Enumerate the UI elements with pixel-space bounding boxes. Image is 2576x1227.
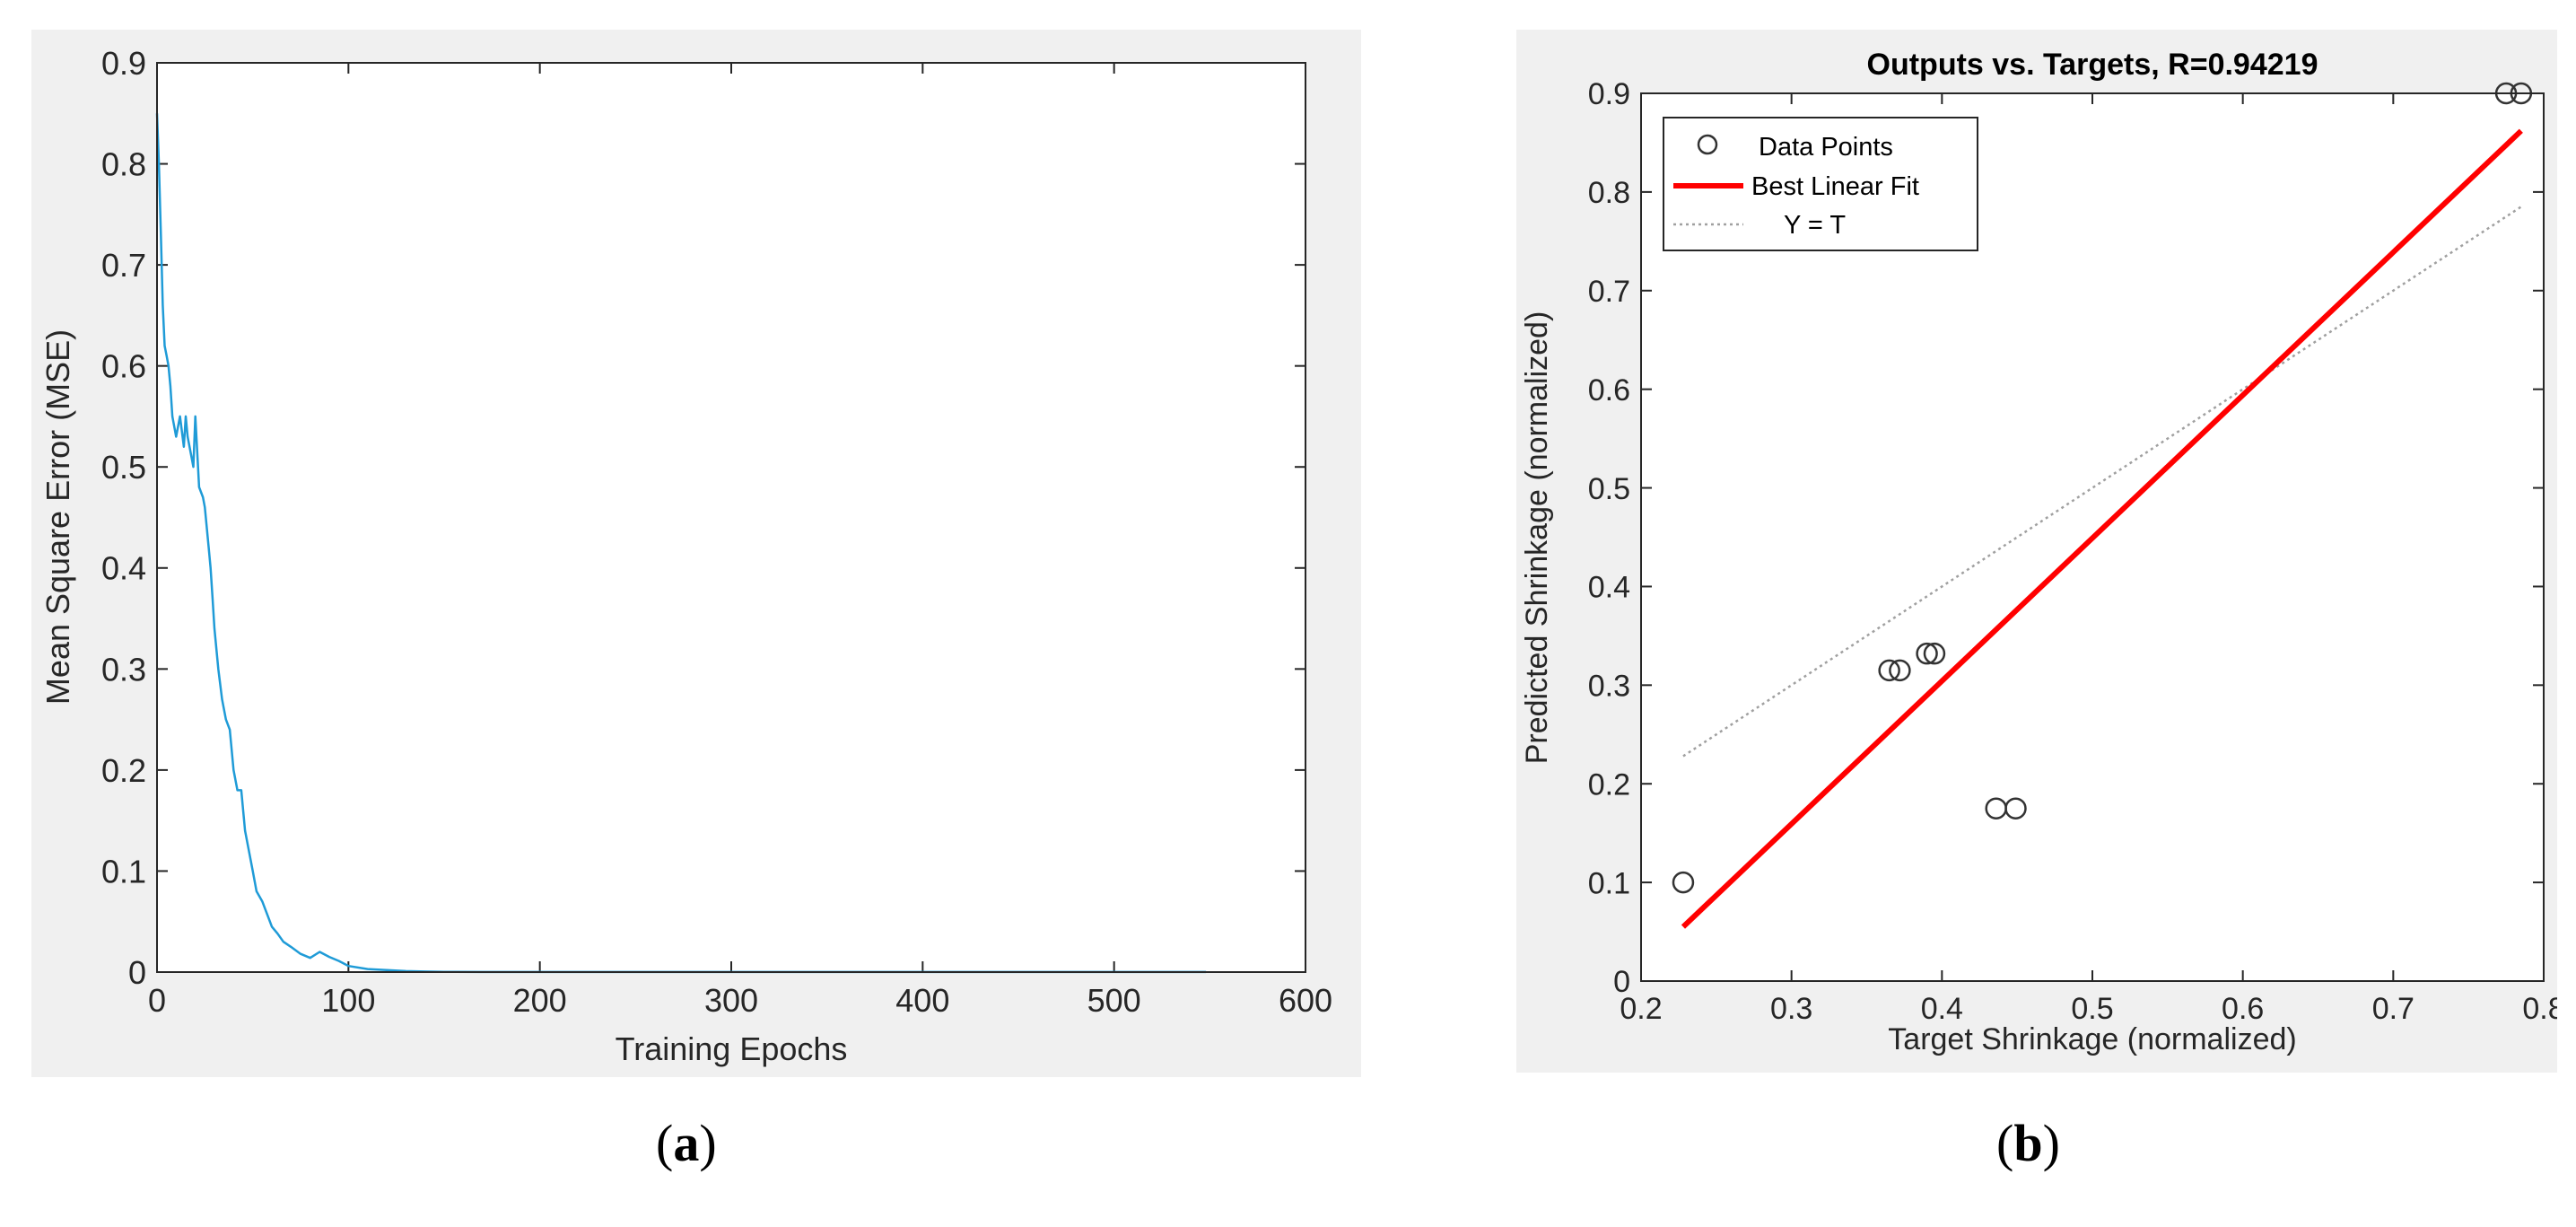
- caption-a-letter: a: [673, 1114, 700, 1172]
- data-point: [1916, 642, 1938, 665]
- mse-x-tick-label: 300: [704, 982, 758, 1019]
- regression-y-tick-label: 0.4: [1588, 571, 1630, 605]
- mse-x-tick-label: 0: [148, 982, 166, 1019]
- mse-chart-panel: 0 100 200 300 400 500 600 0 0.1 0.2 0.3 0.4 0.5 0.6 0.…: [31, 30, 1361, 1077]
- regression-y-tick-label: 0.8: [1588, 176, 1630, 210]
- data-point: [1878, 659, 1900, 682]
- regression-y-tick-label: 0.1: [1588, 866, 1630, 900]
- regression-x-tick-label: 0.4: [1921, 992, 1963, 1026]
- caption-b-letter: b: [2013, 1114, 2043, 1172]
- mse-y-tick-label: 0.2: [101, 752, 146, 789]
- caption-b-close: ): [2042, 1114, 2060, 1172]
- regression-y-tick-label: 0.9: [1588, 77, 1630, 111]
- legend-label-data-points: Data Points: [1759, 133, 1893, 162]
- mse-y-tick-label: 0.6: [101, 348, 146, 385]
- best-fit-line: [1681, 128, 2523, 929]
- mse-y-tick-label: 0: [128, 954, 146, 991]
- mse-y-tick-label: 0.7: [101, 247, 146, 284]
- mse-y-axis-label: Mean Square Error (MSE): [39, 329, 76, 705]
- mse-y-tick-label: 0.8: [101, 146, 146, 183]
- mse-y-tick-label: 0.1: [101, 853, 146, 890]
- regression-title: Outputs vs. Targets, R=0.94219: [1867, 48, 2318, 82]
- regression-y-tick-label: 0: [1613, 965, 1630, 999]
- legend-label-identity: Y = T: [1784, 211, 1846, 240]
- regression-y-tick-label: 0.5: [1588, 472, 1630, 506]
- caption-a: (a): [656, 1113, 717, 1173]
- regression-y-tick-label: 0.2: [1588, 767, 1630, 802]
- regression-y-tick-label: 0.3: [1588, 670, 1630, 704]
- regression-x-tick-label: 0.2: [1620, 992, 1662, 1026]
- data-point: [1672, 871, 1695, 894]
- regression-y-axis-label: Predicted Shrinkage (normalized): [1520, 311, 1554, 765]
- caption-b: (b): [1996, 1113, 2060, 1173]
- mse-y-tick-label: 0.5: [101, 449, 146, 486]
- regression-y-tick-label: 0.6: [1588, 373, 1630, 408]
- mse-y-tick-label: 0.4: [101, 550, 146, 587]
- regression-axes-box: [1640, 92, 2545, 982]
- mse-axes-box: [156, 62, 1306, 973]
- regression-chart-panel: 0.2 0.3 0.4 0.5 0.6 0.7 0.8 0 0.1 0.2 0.3 0.4 0.5 0.6…: [1516, 30, 2557, 1073]
- legend-marker-data-points: [1697, 134, 1718, 155]
- caption-b-open: (: [1996, 1114, 2014, 1172]
- regression-x-tick-label: 0.8: [2522, 992, 2557, 1026]
- legend-label-best-fit: Best Linear Fit: [1751, 172, 1919, 201]
- mse-y-tick-label: 0.9: [101, 45, 146, 82]
- data-point: [1923, 642, 1946, 665]
- mse-x-tick-label: 400: [895, 982, 949, 1019]
- mse-chart: 0 100 200 300 400 500 600 0 0.1 0.2 0.3 0.4 0.5 0.6 0.…: [39, 45, 1332, 1067]
- mse-x-axis-label: Training Epochs: [616, 1030, 848, 1067]
- mse-x-tick-label: 500: [1087, 982, 1141, 1019]
- data-point: [2004, 797, 2027, 819]
- data-point: [1889, 659, 1911, 682]
- caption-a-open: (: [656, 1114, 674, 1172]
- regression-x-axis-label: Target Shrinkage (normalized): [1888, 1022, 2296, 1056]
- regression-x-tick-label: 0.3: [1770, 992, 1812, 1026]
- mse-plot-area: [157, 63, 1305, 972]
- mse-y-tick-label: 0.3: [101, 651, 146, 688]
- regression-chart: 0.2 0.3 0.4 0.5 0.6 0.7 0.8 0 0.1 0.2 0.3 0.4 0.5 0.6…: [1520, 48, 2557, 1056]
- mse-x-tick-label: 600: [1279, 982, 1332, 1019]
- mse-x-tick-label: 100: [321, 982, 375, 1019]
- regression-legend: Data Points Best Linear Fit Y = T: [1663, 117, 1978, 251]
- regression-x-tick-label: 0.6: [2222, 992, 2264, 1026]
- caption-a-close: ): [699, 1114, 717, 1172]
- mse-x-tick-label: 200: [513, 982, 567, 1019]
- regression-y-tick-label: 0.7: [1588, 275, 1630, 309]
- regression-x-tick-label: 0.7: [2372, 992, 2414, 1026]
- regression-x-tick-label: 0.5: [2071, 992, 2113, 1026]
